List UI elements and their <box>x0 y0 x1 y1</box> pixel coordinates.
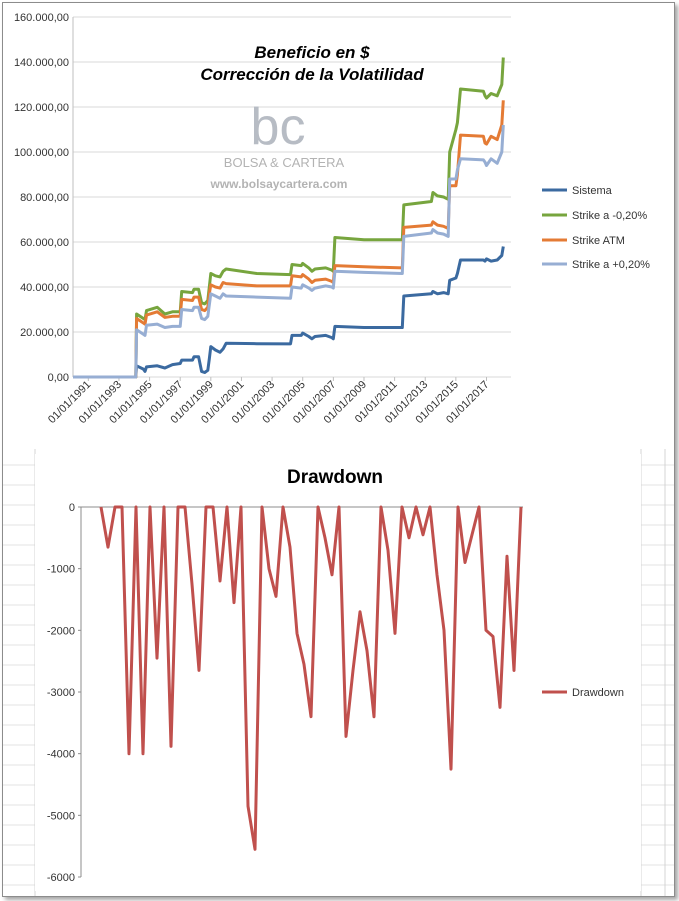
y-axis-tick-labels: 0,00 20.000,00 40.000,00 60.000,00 80.000,00… <box>14 12 69 384</box>
y-tick-label: 140.000,00 <box>14 57 69 69</box>
y-tick-label: -2000 <box>47 625 75 637</box>
legend-label: Strike a -0,20% <box>572 210 647 222</box>
y-tick-label: -5000 <box>47 810 75 822</box>
y-tick-label: -4000 <box>47 749 75 761</box>
y-tick-label: 0,00 <box>48 372 69 384</box>
drawdown-line-chart[interactable]: Drawdown 0 -1000 -2000 -3000 -4000 -5000 -6000… <box>3 454 674 891</box>
chart-subtitle: Corrección de la Volatilidad <box>200 65 424 84</box>
legend-label: Sistema <box>572 185 613 197</box>
legend: Drawdown <box>542 687 624 699</box>
y-tick-label: -6000 <box>47 872 75 884</box>
chart-area <box>3 3 674 449</box>
watermark-brand: BOLSA & CARTERA <box>224 155 345 170</box>
y-tick-label: 80.000,00 <box>20 192 69 204</box>
y-tick-label: 120.000,00 <box>14 102 69 114</box>
series-line <box>73 57 505 379</box>
series-lines <box>73 57 505 379</box>
profit-line-chart[interactable]: 0,00 20.000,00 40.000,00 60.000,00 80.000,00… <box>3 3 674 449</box>
series-line <box>73 246 505 379</box>
legend-label: Strike ATM <box>572 235 625 247</box>
legend-label: Drawdown <box>572 687 624 699</box>
watermark-logo: bc BOLSA & CARTERA www.bolsaycartera.com <box>210 98 348 191</box>
y-tick-label: -1000 <box>47 564 75 576</box>
y-tick-label: 0 <box>69 502 75 514</box>
y-tick-label: 60.000,00 <box>20 237 69 249</box>
series-line <box>73 100 505 379</box>
watermark-url: www.bolsaycartera.com <box>210 177 348 191</box>
y-tick-label: 160.000,00 <box>14 12 69 24</box>
y-axis-tick-labels: 0 -1000 -2000 -3000 -4000 -5000 -6000 <box>47 502 75 884</box>
y-tick-label: -3000 <box>47 687 75 699</box>
y-tick-label: 100.000,00 <box>14 147 69 159</box>
y-tick-label: 20.000,00 <box>20 327 69 339</box>
watermark-logo-letters: bc <box>251 98 306 156</box>
series-line <box>99 505 523 851</box>
chart-title: Drawdown <box>287 467 383 488</box>
legend-label: Strike a +0,20% <box>572 259 650 271</box>
chart-title: Beneficio en $ <box>254 43 370 62</box>
series-line <box>73 124 505 379</box>
series-lines <box>99 505 523 851</box>
y-axis <box>78 506 523 878</box>
y-tick-label: 40.000,00 <box>20 282 69 294</box>
legend: Sistema Strike a -0,20% Strike ATM Strike a… <box>542 185 650 271</box>
